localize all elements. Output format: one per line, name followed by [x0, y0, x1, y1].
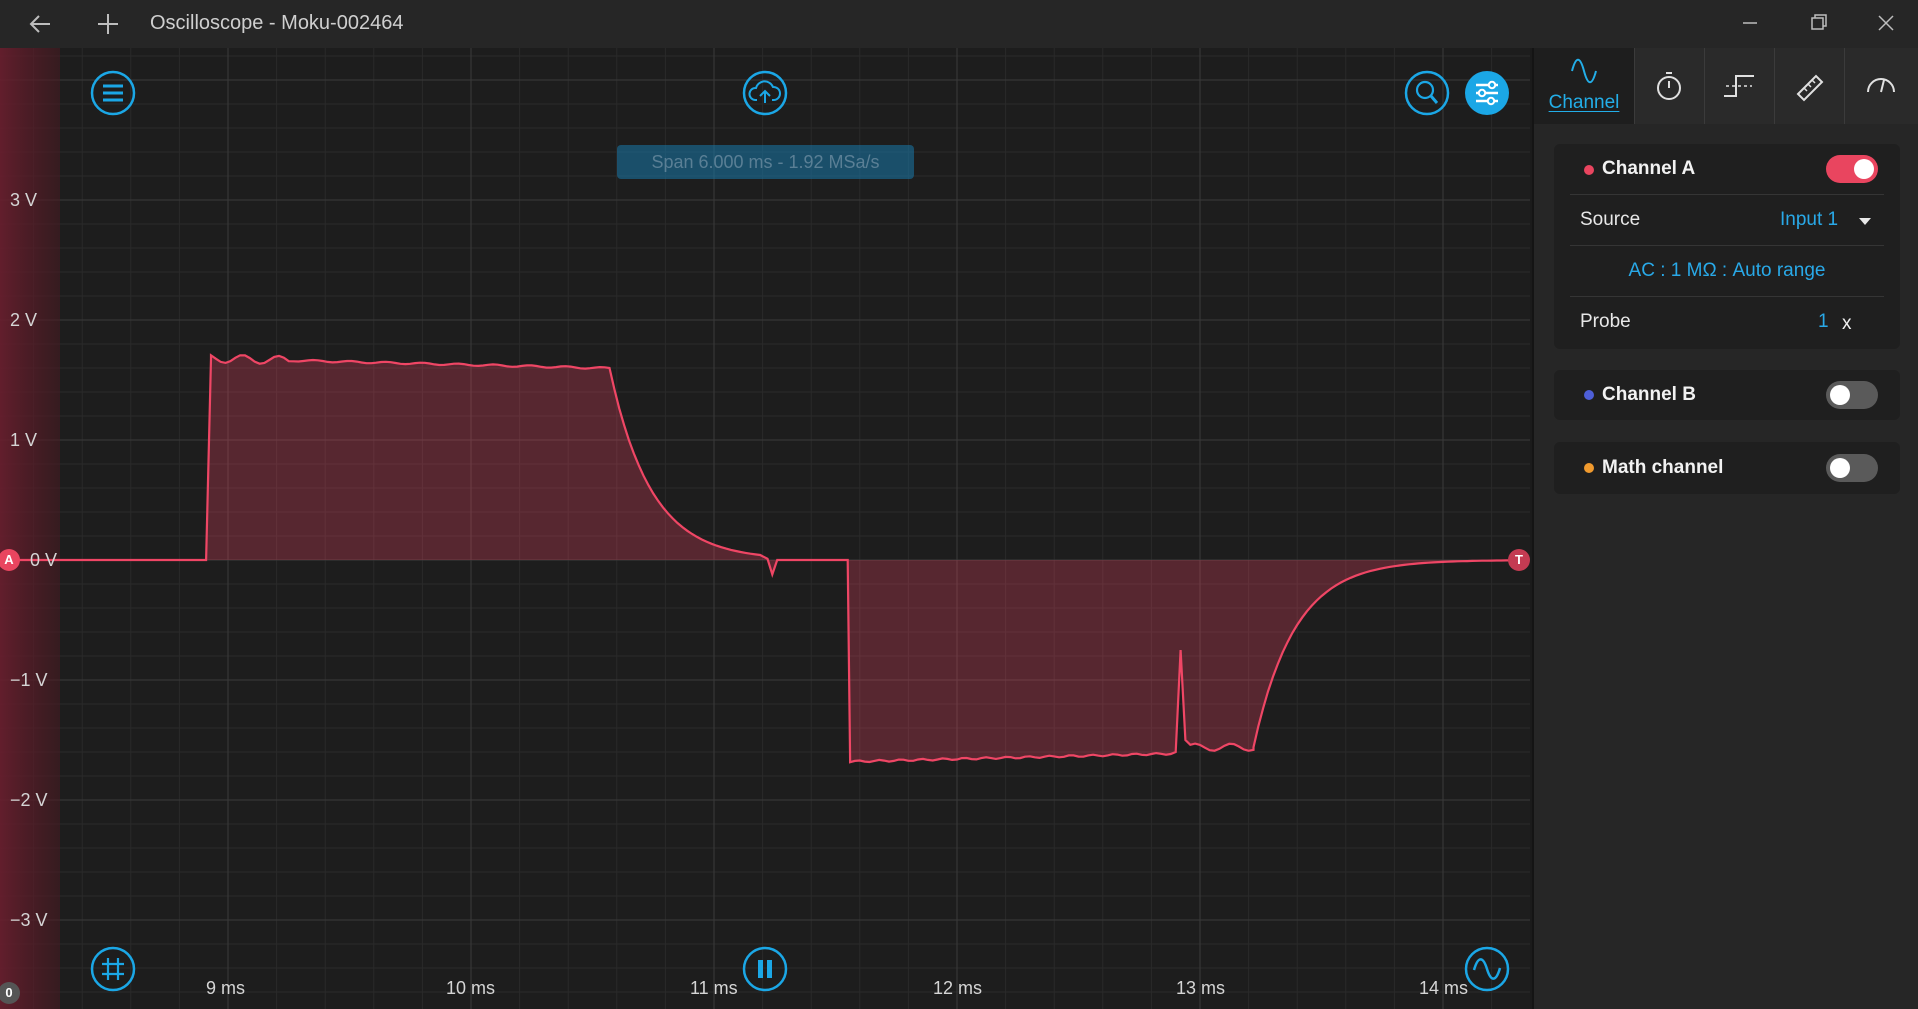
new-tab-plus-icon[interactable] [92, 8, 124, 40]
channel-b-toggle[interactable] [1826, 381, 1878, 409]
math-channel-color-dot [1584, 463, 1594, 473]
y-label-minus1v: −1 V [10, 670, 48, 690]
tab-display[interactable] [1844, 48, 1914, 124]
trace-fill [0, 355, 1516, 763]
y-label-1v: 1 V [10, 430, 38, 450]
plot-canvas [0, 48, 1530, 1009]
source-label: Source [1580, 209, 1641, 230]
source-dropdown[interactable]: Input 1 [1780, 205, 1890, 235]
trigger-edge-icon [1724, 75, 1754, 97]
tab-channel-label: Channel [1548, 92, 1620, 113]
channel-a-offset-marker[interactable]: A [0, 549, 20, 571]
divider [1570, 194, 1884, 195]
probe-unit: x [1842, 313, 1852, 334]
panel-tabs: Channel [1534, 48, 1918, 124]
grid-icon[interactable] [90, 946, 136, 992]
offscreen-shade [0, 48, 60, 1009]
probe-row: Probe 1 x [1554, 297, 1900, 347]
channel-a-color-dot [1584, 165, 1594, 175]
math-channel-toggle[interactable] [1826, 454, 1878, 482]
timer-icon [1657, 72, 1681, 100]
channel-a-trace [0, 353, 1517, 764]
x-label-9ms: 9 ms [206, 978, 246, 998]
source-value: Input 1 [1780, 209, 1839, 230]
math-channel-name: Math channel [1602, 457, 1724, 478]
source-row: Source Input 1 [1554, 195, 1900, 245]
tab-channel[interactable]: Channel [1534, 48, 1635, 124]
probe-value[interactable]: 1 [1818, 311, 1829, 332]
y-label-0v: 0 V [30, 550, 58, 570]
side-panel: Channel Channel A Source Input 1 [1532, 48, 1918, 1009]
menu-icon[interactable] [90, 70, 136, 116]
tab-trigger[interactable] [1704, 48, 1775, 124]
channel-a-toggle[interactable] [1826, 155, 1878, 183]
divider [1570, 245, 1884, 246]
x-label-12ms: 12 ms [933, 978, 983, 998]
plot-grid [0, 48, 1530, 1009]
title-bar: Oscilloscope - Moku-002464 [0, 0, 1918, 48]
pause-icon[interactable] [742, 946, 788, 992]
sine-wave-icon [1571, 58, 1597, 84]
channel-a-name: Channel A [1602, 158, 1696, 179]
channel-b-card: Channel B [1554, 370, 1900, 420]
window-title: Oscilloscope - Moku-002464 [150, 12, 404, 34]
zoom-icon[interactable] [1404, 70, 1450, 116]
x-label-11ms: 11 ms [690, 978, 738, 998]
y-label-2v: 2 V [10, 310, 38, 330]
bottom-zero-marker[interactable]: 0 [0, 982, 20, 1004]
sliders-icon[interactable] [1464, 70, 1510, 116]
divider [1570, 296, 1884, 297]
x-label-10ms: 10 ms [446, 978, 496, 998]
waveform-icon[interactable] [1464, 946, 1510, 992]
gauge-icon [1867, 78, 1895, 93]
y-label-minus2v: −2 V [10, 790, 48, 810]
x-label-13ms: 13 ms [1176, 978, 1226, 998]
minimize-icon[interactable] [1724, 6, 1776, 40]
channel-b-name: Channel B [1602, 384, 1696, 405]
math-channel-card: Math channel [1554, 442, 1900, 494]
ruler-icon [1796, 74, 1824, 102]
trigger-marker[interactable]: T [1508, 549, 1530, 571]
oscilloscope-plot[interactable]: 3 V 2 V 1 V 0 V −1 V −2 V −3 V 9 ms 10 m… [0, 48, 1530, 1009]
chevron-down-icon [1859, 218, 1871, 225]
tab-measurements[interactable] [1774, 48, 1845, 124]
y-label-minus3v: −3 V [10, 910, 48, 930]
back-arrow-icon[interactable] [24, 8, 56, 40]
tab-timebase[interactable] [1634, 48, 1705, 124]
channel-a-card: Channel A Source Input 1 AC : 1 MΩ : Aut… [1554, 144, 1900, 349]
y-label-3v: 3 V [10, 190, 38, 210]
x-label-14ms: 14 ms [1419, 978, 1469, 998]
restore-icon[interactable] [1792, 6, 1844, 40]
close-icon[interactable] [1860, 6, 1912, 40]
coupling-row[interactable]: AC : 1 MΩ : Auto range [1554, 246, 1900, 296]
cloud-upload-icon[interactable] [742, 70, 788, 116]
coupling-value: AC : 1 MΩ : Auto range [1628, 260, 1826, 281]
probe-label: Probe [1580, 311, 1631, 332]
span-readout[interactable]: Span 6.000 ms - 1.92 MSa/s [617, 145, 914, 179]
channel-b-color-dot [1584, 390, 1594, 400]
channel-a-header: Channel A [1554, 144, 1900, 194]
